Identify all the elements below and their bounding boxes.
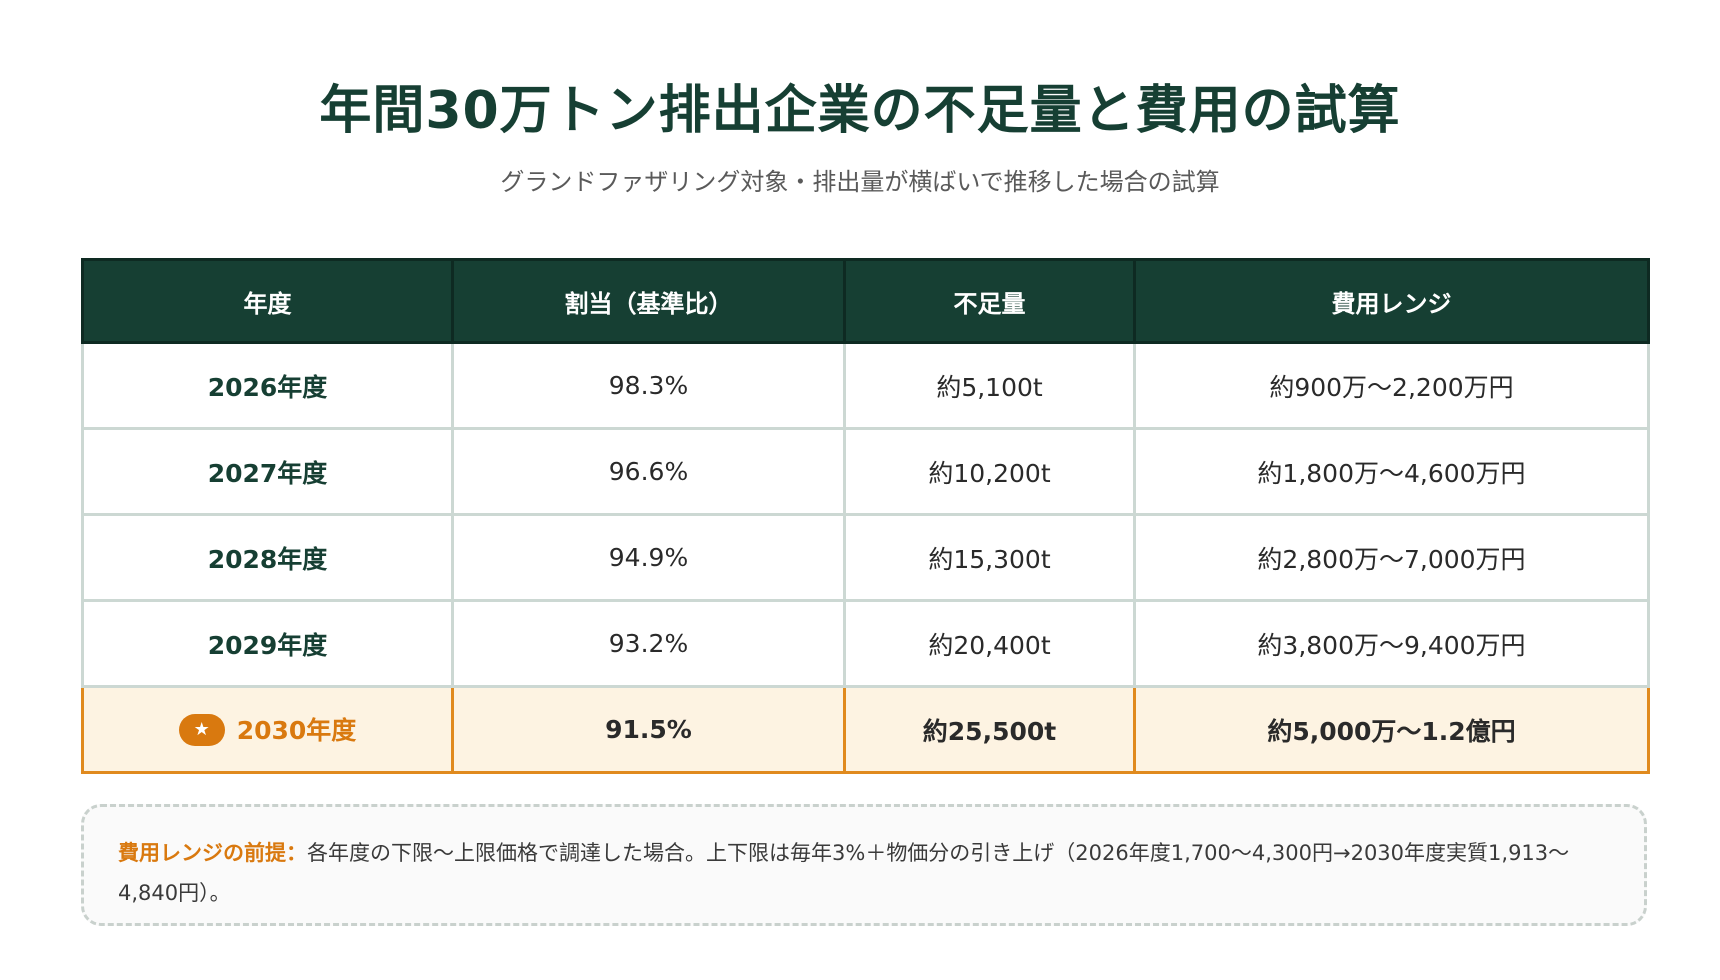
cell-shortage: 約20,400t — [843, 599, 1136, 688]
cell-allocation: 98.3% — [451, 341, 846, 430]
cell-shortage: 約25,500t — [843, 685, 1136, 774]
star-icon: ★ — [178, 714, 225, 746]
cost-table: 年度 割当（基準比） 不足量 費用レンジ 2026年度 98.3% 約5,100… — [81, 258, 1650, 774]
page-subtitle: グランドファザリング対象・排出量が横ばいで推移した場合の試算 — [500, 168, 1220, 196]
cell-year: 2027年度 — [81, 427, 454, 516]
cell-cost-range: 約3,800万〜9,400万円 — [1133, 599, 1650, 688]
cell-allocation: 96.6% — [451, 427, 846, 516]
page-title: 年間30万トン排出企業の不足量と費用の試算 — [319, 81, 1401, 141]
cell-cost-range: 約1,800万〜4,600万円 — [1133, 427, 1650, 516]
cell-shortage: 約10,200t — [843, 427, 1136, 516]
table-header-row: 年度 割当（基準比） 不足量 費用レンジ — [81, 258, 1650, 344]
cell-year: 2028年度 — [81, 513, 454, 602]
cell-cost-range: 約900万〜2,200万円 — [1133, 341, 1650, 430]
cell-cost-range: 約2,800万〜7,000万円 — [1133, 513, 1650, 602]
header-allocation: 割当（基準比） — [451, 258, 846, 344]
cell-year-label: 2030年度 — [236, 716, 357, 745]
cell-allocation: 93.2% — [451, 599, 846, 688]
cell-allocation: 94.9% — [451, 513, 846, 602]
cell-year: 2026年度 — [81, 341, 454, 430]
note-label: 費用レンジの前提： — [118, 841, 307, 865]
header-shortage: 不足量 — [843, 258, 1136, 344]
header-cost-range: 費用レンジ — [1133, 258, 1650, 344]
cell-year: 2029年度 — [81, 599, 454, 688]
header-year: 年度 — [81, 258, 454, 344]
cell-year: ★ 2030年度 — [81, 685, 454, 774]
cell-cost-range: 約5,000万〜1.2億円 — [1133, 685, 1650, 774]
cell-shortage: 約15,300t — [843, 513, 1136, 602]
table-row-highlight: ★ 2030年度 91.5% 約25,500t 約5,000万〜1.2億円 — [81, 685, 1650, 774]
cell-shortage: 約5,100t — [843, 341, 1136, 430]
table-row: 2027年度 96.6% 約10,200t 約1,800万〜4,600万円 — [81, 427, 1650, 516]
cell-allocation: 91.5% — [451, 685, 846, 774]
note-text: 各年度の下限〜上限価格で調達した場合。上下限は毎年3%＋物価分の引き上げ（202… — [118, 841, 1570, 905]
assumption-note: 費用レンジの前提：各年度の下限〜上限価格で調達した場合。上下限は毎年3%＋物価分… — [81, 804, 1647, 926]
table-row: 2029年度 93.2% 約20,400t 約3,800万〜9,400万円 — [81, 599, 1650, 688]
table-row: 2026年度 98.3% 約5,100t 約900万〜2,200万円 — [81, 341, 1650, 430]
table-row: 2028年度 94.9% 約15,300t 約2,800万〜7,000万円 — [81, 513, 1650, 602]
